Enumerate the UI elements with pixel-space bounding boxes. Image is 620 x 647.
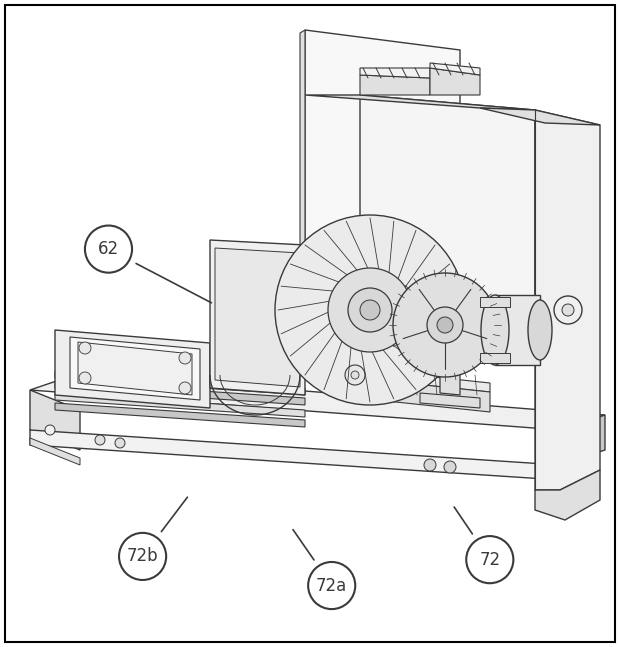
Text: 72b: 72b — [126, 547, 159, 565]
Circle shape — [393, 273, 497, 377]
Polygon shape — [480, 353, 510, 363]
Polygon shape — [30, 390, 80, 450]
Polygon shape — [340, 360, 370, 390]
Circle shape — [119, 533, 166, 580]
Polygon shape — [535, 470, 600, 520]
Circle shape — [79, 372, 91, 384]
Polygon shape — [30, 373, 605, 430]
Polygon shape — [305, 30, 460, 300]
Ellipse shape — [481, 295, 509, 365]
Circle shape — [308, 562, 355, 609]
Polygon shape — [30, 438, 80, 465]
Polygon shape — [210, 240, 305, 395]
Polygon shape — [30, 430, 560, 480]
Text: 72: 72 — [479, 551, 500, 569]
Circle shape — [328, 268, 412, 352]
Text: ereplacementParts.com: ereplacementParts.com — [236, 317, 384, 330]
Polygon shape — [480, 297, 510, 307]
Circle shape — [466, 536, 513, 583]
Circle shape — [562, 304, 574, 316]
Polygon shape — [430, 63, 480, 75]
Polygon shape — [55, 330, 210, 408]
Circle shape — [85, 226, 132, 272]
Circle shape — [348, 288, 392, 332]
Polygon shape — [480, 108, 600, 125]
Circle shape — [360, 300, 380, 320]
Polygon shape — [560, 415, 605, 465]
Polygon shape — [215, 248, 300, 387]
Polygon shape — [330, 375, 490, 412]
Polygon shape — [440, 360, 460, 395]
Polygon shape — [55, 403, 305, 427]
Circle shape — [345, 365, 365, 385]
Polygon shape — [535, 110, 600, 490]
Polygon shape — [55, 371, 305, 395]
Circle shape — [351, 371, 359, 379]
Circle shape — [179, 382, 191, 394]
Polygon shape — [300, 30, 305, 293]
Polygon shape — [440, 353, 460, 362]
Circle shape — [179, 352, 191, 364]
Ellipse shape — [528, 300, 552, 360]
Text: 72a: 72a — [316, 576, 347, 595]
Polygon shape — [55, 381, 305, 405]
Circle shape — [554, 296, 582, 324]
Circle shape — [444, 461, 456, 473]
Text: 62: 62 — [98, 240, 119, 258]
Polygon shape — [430, 68, 480, 95]
Circle shape — [275, 215, 465, 405]
Polygon shape — [360, 68, 430, 78]
Polygon shape — [55, 393, 305, 417]
Polygon shape — [78, 342, 192, 395]
Polygon shape — [360, 95, 535, 350]
Circle shape — [45, 425, 55, 435]
Polygon shape — [420, 393, 480, 408]
Circle shape — [424, 459, 436, 471]
Polygon shape — [360, 75, 430, 95]
Polygon shape — [305, 95, 535, 110]
Polygon shape — [495, 295, 540, 365]
Polygon shape — [70, 337, 200, 400]
Circle shape — [427, 307, 463, 343]
Circle shape — [95, 435, 105, 445]
Polygon shape — [330, 366, 490, 392]
Circle shape — [437, 317, 453, 333]
Circle shape — [79, 342, 91, 354]
Polygon shape — [340, 350, 370, 363]
Circle shape — [115, 438, 125, 448]
